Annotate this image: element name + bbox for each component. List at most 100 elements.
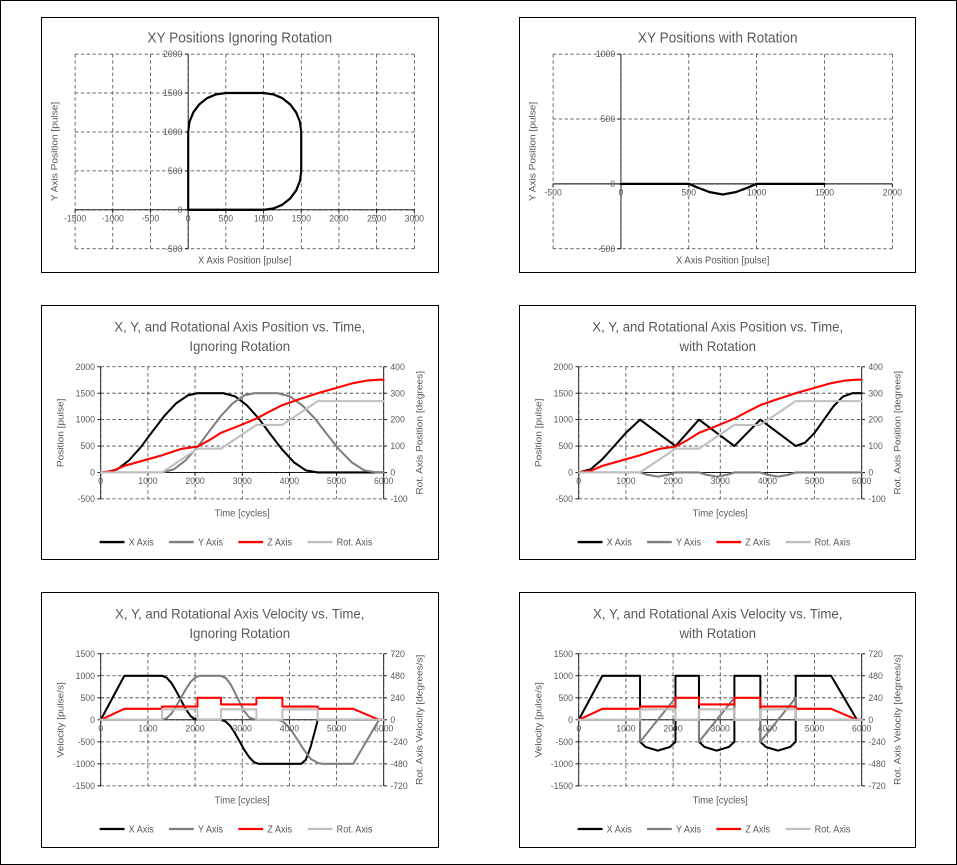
legend-label: Rot. Axis bbox=[814, 823, 850, 834]
y2-axis-title: Rot. Axis Position [degrees] bbox=[892, 370, 903, 494]
y2-tick-label: 200 bbox=[390, 414, 405, 424]
y2-tick-label: 400 bbox=[868, 361, 883, 371]
y2-tick-label: 480 bbox=[390, 671, 405, 681]
x-tick-label: 1000 bbox=[616, 723, 635, 733]
y-tick-label: 0 bbox=[178, 205, 183, 215]
y-axis-series bbox=[99, 675, 385, 766]
chart-position-with-rotation: 0 1000 2000 3000 4000 5000 6000 2000 1500 1000 500… bbox=[518, 304, 916, 561]
x-axis-title: X Axis Position [pulse] bbox=[675, 255, 769, 266]
y2-axis-title: Rot. Axis Velocity [degrees/s] bbox=[415, 655, 426, 786]
chart-velocity-ignoring-rotation: 0 1000 2000 3000 4000 5000 6000 1500 1000 500 0 -50… bbox=[41, 592, 439, 848]
y2-tick-label: 400 bbox=[390, 361, 405, 371]
x-tick-label: 1000 bbox=[746, 187, 765, 197]
y-tick-label: 1000 bbox=[553, 414, 572, 424]
y-tick-label: -500 bbox=[78, 737, 95, 747]
y-tick-label: 1500 bbox=[163, 88, 182, 98]
y2-tick-label: 240 bbox=[868, 693, 883, 703]
x-tick-label: 2000 bbox=[663, 723, 682, 733]
x-tick-label: 2000 bbox=[185, 723, 204, 733]
y-axis-title: Position [pulse] bbox=[56, 398, 67, 467]
x-tick-label: 0 bbox=[576, 723, 581, 733]
legend-label: Z Axis bbox=[267, 823, 292, 834]
y2-tick-label: 100 bbox=[868, 441, 883, 451]
y-tick-label: 1500 bbox=[553, 388, 572, 398]
x-tick-label: 500 bbox=[219, 213, 234, 223]
chart-title: XY Positions Ignoring Rotation bbox=[147, 29, 332, 45]
y-tick-label: -1000 bbox=[73, 759, 95, 769]
chart-canvas: 0 1000 2000 3000 4000 5000 6000200015001000500… bbox=[56, 319, 426, 547]
y2-tick-label: -100 bbox=[868, 493, 885, 503]
y2-tick-label: 0 bbox=[868, 715, 873, 725]
legend-label: Rot. Axis bbox=[814, 536, 850, 547]
x-tick-label: 4000 bbox=[280, 723, 299, 733]
legend-label: X Axis bbox=[129, 536, 155, 547]
y-tick-label: 0 bbox=[610, 179, 615, 189]
y2-tick-label: -720 bbox=[390, 781, 407, 791]
z-axis-series bbox=[577, 697, 863, 722]
rot-axis-series bbox=[577, 708, 863, 722]
legend-label: X Axis bbox=[606, 823, 632, 834]
x-tick-label: 1500 bbox=[814, 187, 833, 197]
y2-tick-label: 200 bbox=[868, 414, 883, 424]
y-tick-label: 1000 bbox=[163, 127, 182, 137]
x-tick-label: 5000 bbox=[804, 723, 823, 733]
axis-lines bbox=[552, 53, 893, 250]
chart-xy-with-rotation: -500 0 500 1000 1500 2000 1000 500 0 -500 XY Posit… bbox=[518, 17, 916, 273]
axis-lines bbox=[74, 53, 415, 250]
x-tick-label: 0 bbox=[618, 187, 623, 197]
x-axis-series bbox=[577, 675, 863, 753]
y-tick-label: 0 bbox=[90, 467, 95, 477]
x-tick-label: 2500 bbox=[367, 213, 386, 223]
y-tick-label: 0 bbox=[90, 715, 95, 725]
y-tick-label: -1500 bbox=[73, 781, 95, 791]
x-tick-label: -1500 bbox=[64, 213, 86, 223]
chart-title: Ignoring Rotation bbox=[189, 626, 290, 641]
x-tick-label: 2000 bbox=[882, 187, 901, 197]
x-tick-label: 4000 bbox=[757, 475, 776, 485]
x-tick-label: -1000 bbox=[102, 213, 124, 223]
x-tick-label: 3000 bbox=[405, 213, 424, 223]
y-axis-title: Y Axis Position [pulse] bbox=[50, 101, 61, 201]
x-tick-label: 6000 bbox=[374, 723, 393, 733]
x-tick-label: 2000 bbox=[663, 475, 682, 485]
y-tick-label: 1000 bbox=[553, 671, 572, 681]
legend-label: Z Axis bbox=[267, 536, 292, 547]
x-axis-title: Time [cycles] bbox=[692, 796, 747, 807]
z-axis-series bbox=[99, 697, 385, 722]
legend-label: Y Axis bbox=[675, 823, 700, 834]
x-tick-label: 2000 bbox=[185, 475, 204, 485]
legend-label: Y Axis bbox=[675, 536, 700, 547]
x-tick-label: 6000 bbox=[852, 475, 871, 485]
x-axis-title: X Axis Position [pulse] bbox=[198, 255, 292, 266]
rot-axis-series bbox=[99, 399, 385, 474]
y-tick-label: -500 bbox=[597, 244, 614, 254]
x-tick-label: 0 bbox=[186, 213, 191, 223]
x-tick-label: 3000 bbox=[233, 723, 252, 733]
y2-tick-label: 100 bbox=[390, 441, 405, 451]
y2-tick-label: 720 bbox=[390, 649, 405, 659]
gridlines bbox=[552, 53, 893, 250]
y-tick-label: -500 bbox=[165, 244, 182, 254]
y-tick-label: 0 bbox=[568, 467, 573, 477]
x-tick-label: -500 bbox=[544, 187, 561, 197]
x-tick-label: 3000 bbox=[710, 475, 729, 485]
chart-title: X, Y, and Rotational Axis Position vs. T… bbox=[114, 319, 365, 334]
chart-canvas: -500 0 500 1000 1500 2000 1000 500 0 -500 XY Posit… bbox=[527, 29, 901, 267]
legend-label: Y Axis bbox=[198, 536, 223, 547]
y-tick-label: 1000 bbox=[595, 49, 614, 59]
y-tick-label: 0 bbox=[568, 715, 573, 725]
xy-path-series bbox=[187, 91, 303, 211]
y2-tick-label: 480 bbox=[868, 671, 883, 681]
chart-title: Ignoring Rotation bbox=[189, 338, 290, 353]
z-axis-series bbox=[99, 378, 385, 474]
x-tick-label: 1000 bbox=[254, 213, 273, 223]
legend-label: Y Axis bbox=[198, 823, 223, 834]
y-tick-label: -1500 bbox=[550, 781, 572, 791]
x-tick-label: 1000 bbox=[138, 475, 157, 485]
x-axis-title: Time [cycles] bbox=[215, 508, 270, 519]
y-tick-label: 500 bbox=[600, 114, 615, 124]
x-tick-label: 4000 bbox=[757, 723, 776, 733]
y2-tick-label: -240 bbox=[390, 737, 407, 747]
x-tick-label: 2000 bbox=[329, 213, 348, 223]
y2-tick-label: 0 bbox=[390, 467, 395, 477]
